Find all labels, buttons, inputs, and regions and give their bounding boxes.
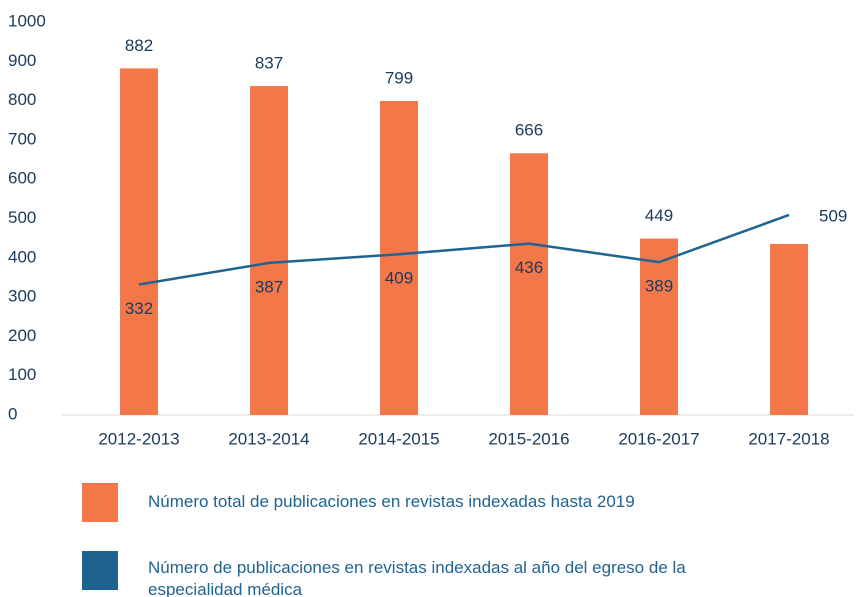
- y-tick-label: 1000: [8, 11, 46, 30]
- y-tick-label: 200: [8, 326, 36, 345]
- line-value-label: 436: [515, 258, 543, 277]
- x-tick-label: 2016-2017: [618, 429, 699, 448]
- chart: 0 100 200 300 400 500 600 700 800 900 1000 2012-201…: [8, 11, 854, 448]
- bar-value-label: 837: [255, 54, 283, 73]
- y-tick-label: 300: [8, 287, 36, 306]
- line-value-label: 332: [125, 299, 153, 318]
- bar-value-label: 799: [385, 68, 413, 87]
- line-value-label: 389: [645, 277, 673, 296]
- y-tick-label: 600: [8, 169, 36, 188]
- legend-swatch: [82, 483, 118, 522]
- x-tick-label: 2014-2015: [358, 429, 439, 448]
- y-tick-label: 0: [8, 404, 17, 423]
- bar: [120, 68, 158, 416]
- bar-value-label: 882: [125, 36, 153, 55]
- bar: [380, 100, 418, 416]
- line-value-label: 509: [819, 206, 847, 225]
- legend-label: Número de publicaciones en revistas inde…: [148, 558, 686, 597]
- y-tick-label: 500: [8, 208, 36, 227]
- y-tick-label: 900: [8, 51, 36, 70]
- legend-label: Número total de publicaciones en revista…: [148, 492, 635, 511]
- bar: [250, 86, 288, 416]
- x-tick-label: 2017-2018: [748, 429, 829, 448]
- line-value-label: 409: [385, 269, 413, 288]
- line-value-label: 387: [255, 277, 283, 296]
- y-tick-label: 400: [8, 247, 36, 266]
- bar: [770, 244, 808, 415]
- x-tick-label: 2012-2013: [98, 429, 179, 448]
- x-tick-label: 2013-2014: [228, 429, 309, 448]
- bar-value-label: 449: [645, 206, 673, 225]
- line: [138, 213, 790, 286]
- legend-swatch: [82, 551, 118, 590]
- y-tick-label: 100: [8, 365, 36, 384]
- bar-value-label: 666: [515, 121, 543, 140]
- bar: [640, 238, 678, 415]
- bar: [510, 153, 548, 415]
- y-tick-label: 800: [8, 90, 36, 109]
- x-tick-label: 2015-2016: [488, 429, 569, 448]
- y-tick-label: 700: [8, 129, 36, 148]
